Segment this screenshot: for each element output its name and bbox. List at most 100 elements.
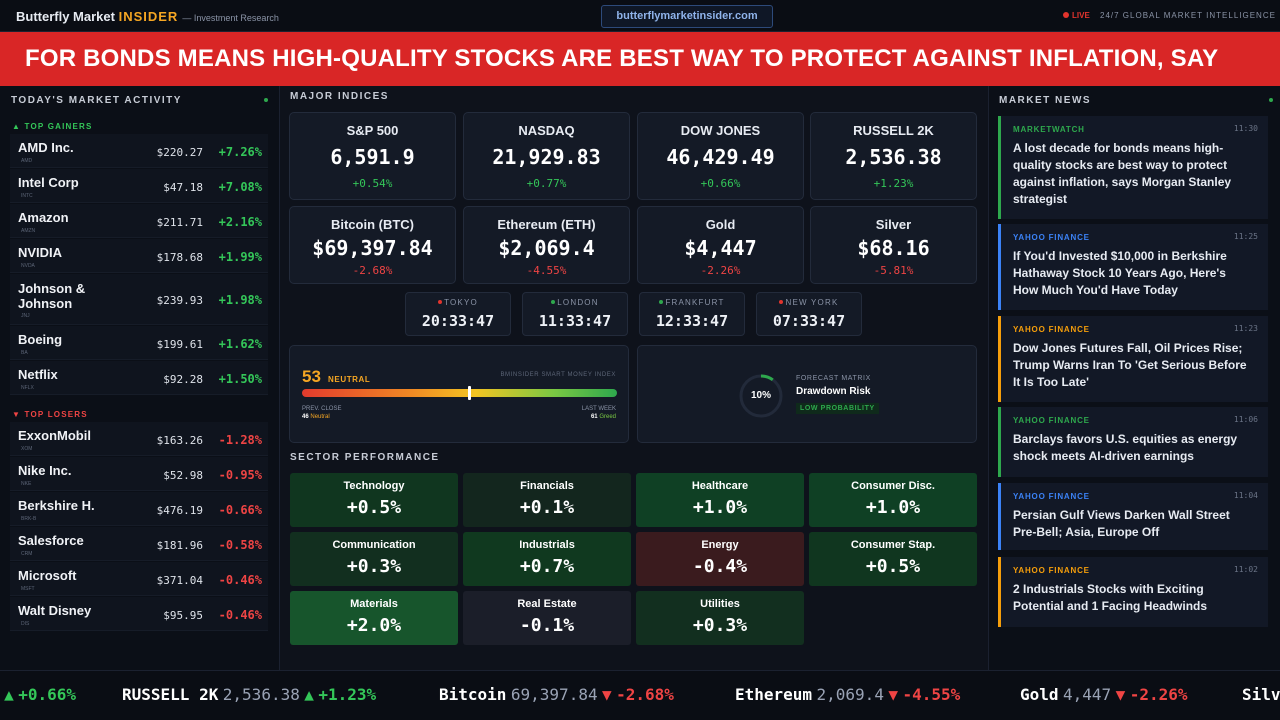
news-item[interactable]: MARKETWATCH 11:30 A lost decade for bonds … (998, 116, 1268, 219)
clock-status-dot-icon (551, 300, 556, 304)
stock-change: -0.46% (218, 573, 262, 587)
stock-name: ExxonMobil (18, 428, 91, 443)
stock-row[interactable]: Salesforce CRM $181.96 -0.58% (10, 527, 268, 561)
ticker-name: Ethereum (735, 685, 813, 704)
sector-tile[interactable]: Energy -0.4% (636, 532, 804, 586)
stock-price: $95.95 (163, 609, 203, 622)
ticker-item[interactable]: Ethereum 2,069.4 ▼ -4.55% (735, 685, 960, 705)
last-week-text: Greed (599, 414, 616, 420)
sector-tile[interactable]: Consumer Stap. +0.5% (809, 532, 977, 586)
stock-ticker: CRM (21, 551, 33, 557)
sector-tile[interactable]: Real Estate -0.1% (463, 591, 631, 645)
stock-ticker: INTC (21, 193, 33, 199)
top-losers-label: ▼ TOP LOSERS (12, 410, 88, 419)
stock-change: +1.62% (218, 337, 262, 351)
stock-row[interactable]: Berkshire H. BRK-B $476.19 -0.66% (10, 492, 268, 526)
ticker-name: Bitcoin (439, 685, 507, 704)
sector-name: Utilities (700, 598, 740, 610)
news-headline: Dow Jones Futures Fall, Oil Prices Rise;… (1013, 341, 1247, 389)
sector-tile[interactable]: Financials +0.1% (463, 473, 631, 527)
index-card[interactable]: S&P 500 6,591.9 +0.54% (289, 112, 456, 200)
sector-name: Consumer Stap. (850, 539, 936, 551)
breaking-headline-banner[interactable]: FOR BONDS MEANS HIGH-QUALITY STOCKS ARE … (0, 32, 1280, 86)
sector-tile[interactable]: Consumer Disc. +1.0% (809, 473, 977, 527)
stock-row[interactable]: Walt Disney DIS $95.95 -0.46% (10, 597, 268, 631)
stock-row[interactable]: Amazon AMZN $211.71 +2.16% (10, 204, 268, 238)
stock-row[interactable]: Intel Corp INTC $47.18 +7.08% (10, 169, 268, 203)
ticker-item[interactable]: Silv (1242, 685, 1280, 705)
ticker-arrow-icon: ▼ (1115, 685, 1126, 704)
sector-value: -0.1% (519, 615, 575, 636)
stock-change: +1.50% (218, 372, 262, 386)
stock-row[interactable]: Johnson & Johnson JNJ $239.93 +1.98% (10, 274, 268, 325)
site-url-link[interactable]: butterflymarketinsider.com (601, 5, 773, 28)
sector-tile[interactable]: Healthcare +1.0% (636, 473, 804, 527)
sector-tile[interactable]: Materials +2.0% (290, 591, 458, 645)
index-card[interactable]: RUSSELL 2K 2,536.38 +1.23% (810, 112, 977, 200)
stock-row[interactable]: Microsoft MSFT $371.04 -0.46% (10, 562, 268, 596)
stock-price: $163.26 (156, 434, 203, 447)
ticker-item[interactable]: RUSSELL 2K 2,536.38 ▲ +1.23% (122, 685, 376, 705)
stock-name: Amazon (18, 210, 69, 225)
index-card[interactable]: Bitcoin (BTC) $69,397.84 -2.68% (289, 206, 456, 284)
stock-ticker: XOM (21, 446, 33, 452)
news-item[interactable]: YAHOO FINANCE 11:06 Barclays favors U.S. e… (998, 407, 1268, 477)
ticker-item[interactable]: Bitcoin 69,397.84 ▼ -2.68% (439, 685, 674, 705)
news-item[interactable]: YAHOO FINANCE 11:25 If You'd Invested $10,… (998, 224, 1268, 310)
sector-value: +0.3% (346, 556, 402, 577)
stock-row[interactable]: Nike Inc. NKE $52.98 -0.95% (10, 457, 268, 491)
prev-close-label: PREV. CLOSE (302, 406, 342, 412)
index-card[interactable]: DOW JONES 46,429.49 +0.66% (637, 112, 804, 200)
ticker-arrow-icon: ▼ (888, 685, 899, 704)
index-card[interactable]: Ethereum (ETH) $2,069.4 -4.55% (463, 206, 630, 284)
sector-tile[interactable]: Technology +0.5% (290, 473, 458, 527)
sector-tile[interactable]: Industrials +0.7% (463, 532, 631, 586)
prev-close-score: 46 (302, 414, 309, 420)
ticker-item[interactable]: Gold 4,447 ▼ -2.26% (1020, 685, 1188, 705)
sector-tile[interactable]: Utilities +0.3% (636, 591, 804, 645)
headline-text: FOR BONDS MEANS HIGH-QUALITY STOCKS ARE … (25, 45, 1219, 72)
clock-time: 12:33:47 (655, 312, 729, 330)
clock-city-name: LONDON (557, 298, 599, 307)
index-card[interactable]: Gold $4,447 -2.26% (637, 206, 804, 284)
stock-row[interactable]: AMD Inc. AMD $220.27 +7.26% (10, 134, 268, 168)
clock-status-dot-icon (659, 300, 664, 304)
news-item[interactable]: YAHOO FINANCE 11:23 Dow Jones Futures Fall… (998, 316, 1268, 402)
ticker-arrow-icon: ▲ (304, 685, 314, 704)
stock-row[interactable]: ExxonMobil XOM $163.26 -1.28% (10, 422, 268, 456)
index-change: -2.26% (700, 264, 741, 277)
risk-ring-gauge (739, 374, 783, 418)
sentiment-index-name: BMINSIDER SMART MONEY INDEX (500, 372, 616, 378)
news-source: YAHOO FINANCE (1013, 233, 1090, 242)
clock-city: NEW YORK (757, 298, 861, 307)
index-name: Gold (705, 217, 736, 232)
news-time: 11:30 (1233, 124, 1258, 133)
index-card[interactable]: NASDAQ 21,929.83 +0.77% (463, 112, 630, 200)
clock-city: LONDON (523, 298, 627, 307)
ticker-name: RUSSELL 2K (122, 685, 219, 704)
live-dot-icon (1063, 12, 1069, 18)
news-item[interactable]: YAHOO FINANCE 11:04 Persian Gulf Views Dar… (998, 483, 1268, 550)
ticker-item[interactable]: 0 ▲ +0.66% (0, 685, 76, 705)
index-change: -4.55% (526, 264, 567, 277)
news-source: MARKETWATCH (1013, 125, 1085, 134)
stock-row[interactable]: Boeing BA $199.61 +1.62% (10, 326, 268, 360)
stock-row[interactable]: Netflix NFLX $92.28 +1.50% (10, 361, 268, 395)
index-value: 21,929.83 (492, 145, 601, 169)
stock-change: +1.98% (218, 293, 262, 307)
index-name: RUSSELL 2K (853, 123, 934, 138)
index-card[interactable]: Silver $68.16 -5.81% (810, 206, 977, 284)
brand-subtitle: — Investment Research (182, 13, 279, 23)
sector-name: Technology (343, 480, 405, 492)
stock-name: Salesforce (18, 533, 84, 548)
index-name: NASDAQ (518, 123, 575, 138)
forecast-widget[interactable]: 10% FORECAST MATRIX Drawdown Risk LOW PR… (637, 345, 977, 443)
sector-name: Energy (701, 539, 739, 551)
sentiment-widget[interactable]: 53 NEUTRAL BMINSIDER SMART MONEY INDEX P… (289, 345, 629, 443)
sector-tile[interactable]: Communication +0.3% (290, 532, 458, 586)
brand-logo[interactable]: Butterfly Market INSIDER — Investment Res… (16, 9, 279, 24)
index-change: +1.23% (873, 177, 914, 190)
news-item[interactable]: YAHOO FINANCE 11:02 2 Industrials Stocks w… (998, 557, 1268, 627)
ticker-change: +0.66% (18, 685, 76, 704)
stock-row[interactable]: NVIDIA NVDA $178.68 +1.99% (10, 239, 268, 273)
